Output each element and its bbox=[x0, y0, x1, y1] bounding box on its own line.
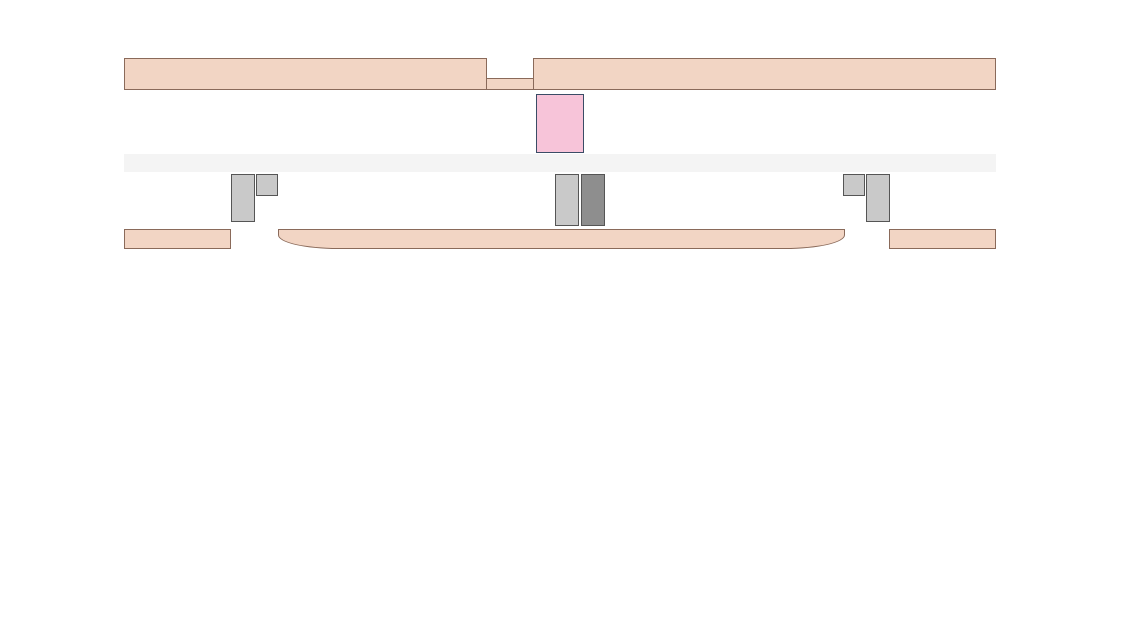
terrace-top-right bbox=[533, 58, 996, 90]
corridor bbox=[124, 154, 996, 172]
terrace-bottom-right bbox=[889, 229, 996, 249]
terrace-top-connector bbox=[486, 78, 534, 90]
core-center-restroom bbox=[581, 174, 605, 226]
core-left-elevator bbox=[256, 174, 278, 196]
core-right-stair bbox=[866, 174, 890, 222]
terrace-bottom-left bbox=[124, 229, 231, 249]
core-left-stair bbox=[231, 174, 255, 222]
core-right-elevator bbox=[843, 174, 865, 196]
floor-plan bbox=[0, 0, 1122, 270]
lounge bbox=[536, 94, 584, 153]
terrace-bottom-center bbox=[278, 229, 845, 249]
core-center-stair bbox=[555, 174, 579, 226]
terrace-top-left bbox=[124, 58, 487, 90]
